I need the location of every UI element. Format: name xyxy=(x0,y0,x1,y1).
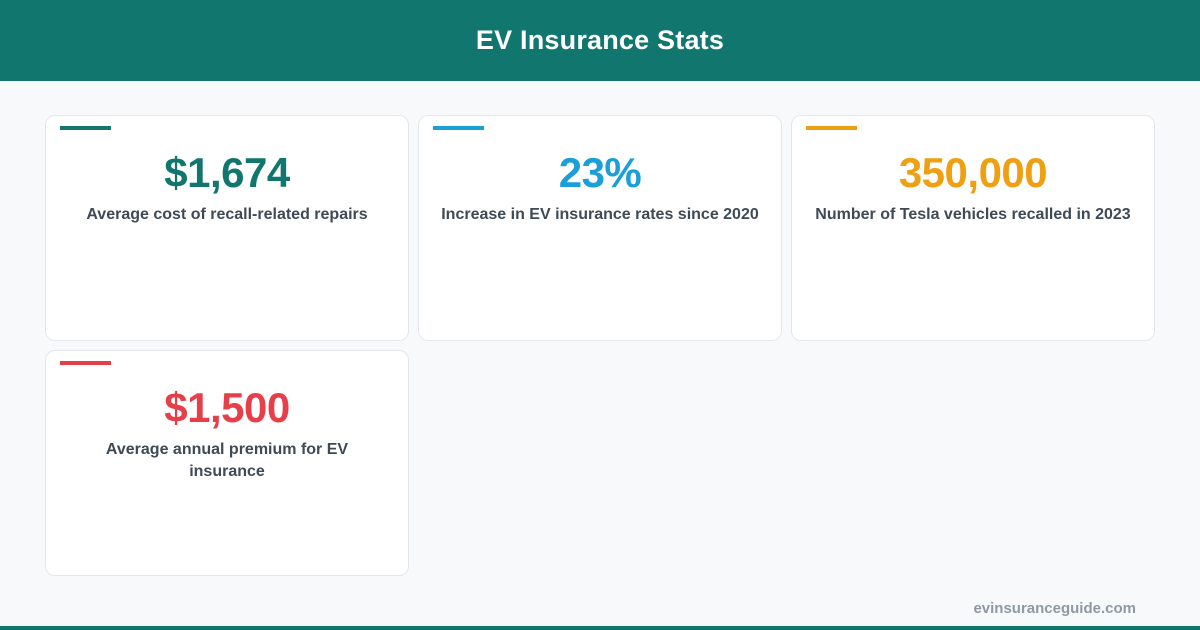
page-title: EV Insurance Stats xyxy=(475,25,725,55)
stat-value: $1,500 xyxy=(164,384,290,431)
stat-value: $1,674 xyxy=(164,149,290,196)
card-accent-bar xyxy=(60,126,111,130)
stat-card: 350,000 Number of Tesla vehicles recalle… xyxy=(791,115,1155,341)
stat-value: 350,000 xyxy=(898,149,1048,196)
stat-card: $1,674 Average cost of recall-related re… xyxy=(45,115,409,341)
header-banner: EV Insurance Stats xyxy=(0,0,1200,81)
card-accent-bar xyxy=(806,126,857,130)
card-accent-bar xyxy=(433,126,484,130)
stat-card: $1,500 Average annual premium for EV ins… xyxy=(45,350,409,576)
stat-value: 23% xyxy=(558,149,642,196)
stat-description: Average cost of recall-related repairs xyxy=(86,206,368,223)
card-accent-bar xyxy=(60,361,111,365)
stat-description: Average annual premium for EV insurance xyxy=(105,441,349,480)
stat-description: Number of Tesla vehicles recalled in 202… xyxy=(815,206,1131,223)
stat-description: Increase in EV insurance rates since 202… xyxy=(441,206,759,223)
footer-domain-link[interactable]: evinsuranceguide.com xyxy=(973,600,1136,617)
stat-card: 23% Increase in EV insurance rates since… xyxy=(418,115,782,341)
footer-divider-bar xyxy=(0,626,1200,630)
